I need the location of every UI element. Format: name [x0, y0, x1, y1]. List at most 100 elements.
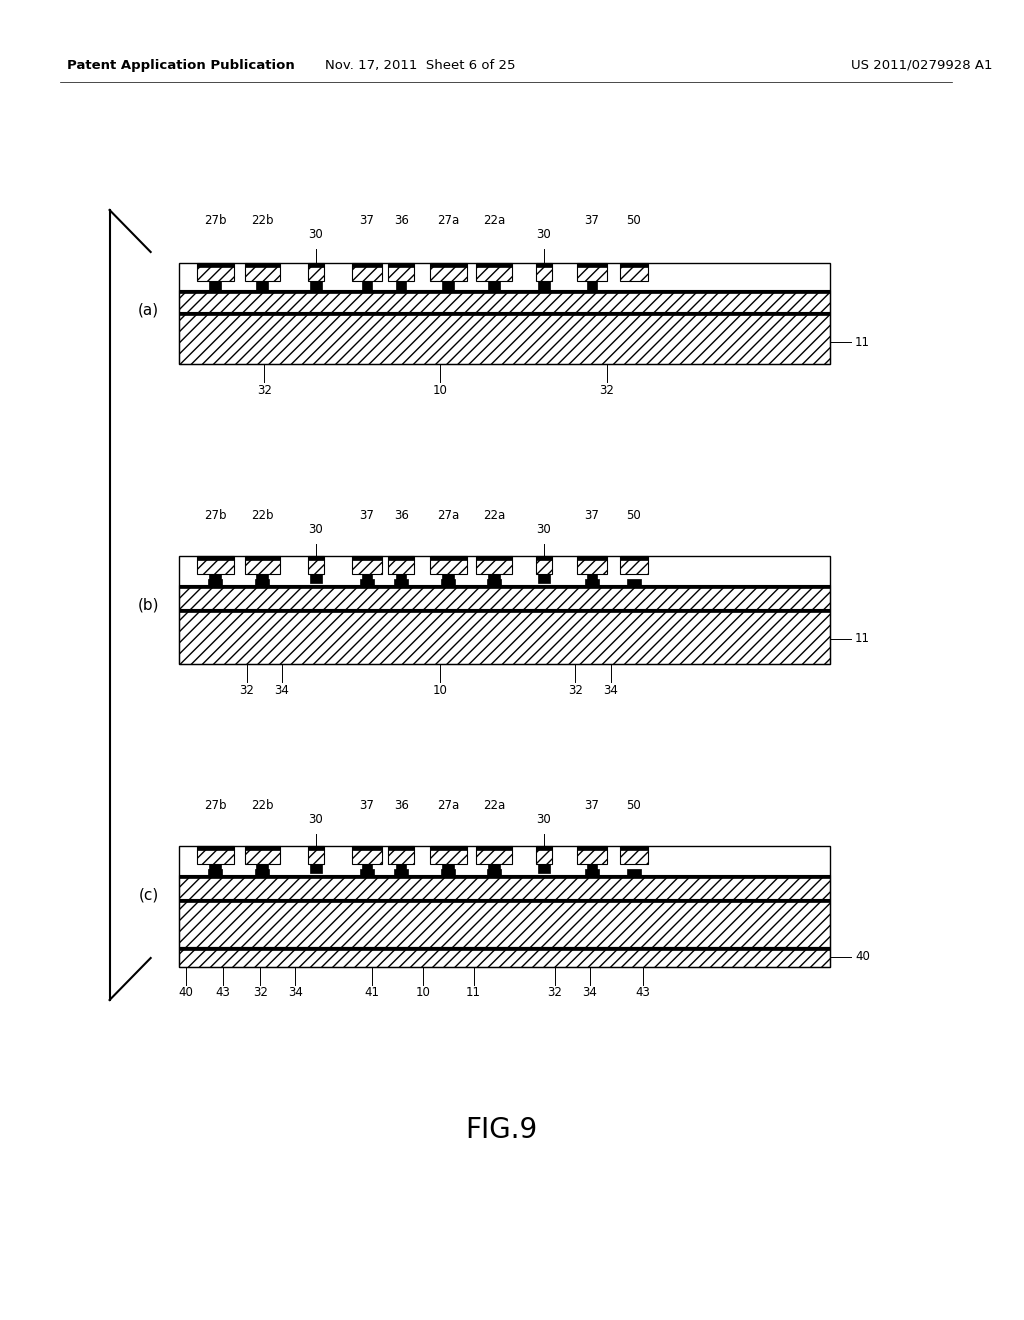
Text: 50: 50	[627, 799, 641, 812]
Bar	[179, 263, 829, 364]
Bar	[627, 579, 641, 585]
Bar	[245, 556, 280, 574]
Bar	[621, 263, 648, 281]
Bar	[245, 846, 280, 865]
Bar	[245, 263, 280, 267]
Bar	[538, 281, 550, 290]
Bar	[245, 846, 280, 850]
Bar	[429, 556, 467, 574]
Bar	[537, 263, 552, 281]
Bar	[476, 263, 512, 267]
Bar	[255, 579, 269, 585]
Text: 37: 37	[359, 214, 375, 227]
Text: 37: 37	[585, 510, 599, 521]
Bar	[388, 846, 414, 865]
Bar	[308, 556, 324, 560]
Bar	[245, 263, 280, 281]
Bar	[179, 290, 829, 312]
Text: 37: 37	[359, 799, 375, 812]
Bar	[179, 899, 829, 902]
Bar	[352, 846, 382, 850]
Bar	[488, 865, 500, 873]
Bar	[179, 899, 829, 946]
Bar	[587, 865, 597, 873]
Bar	[179, 290, 829, 293]
Bar	[627, 869, 641, 875]
Bar	[308, 263, 324, 281]
Bar	[209, 865, 221, 873]
Bar	[537, 556, 552, 574]
Text: (b): (b)	[138, 598, 160, 612]
Bar	[476, 556, 512, 560]
Bar	[308, 263, 324, 267]
Text: 32: 32	[253, 986, 267, 999]
Bar	[255, 869, 269, 875]
Bar	[578, 556, 606, 574]
Text: 32: 32	[599, 384, 614, 396]
Bar	[621, 263, 648, 267]
Bar	[578, 263, 606, 281]
Bar	[587, 281, 597, 290]
Bar	[587, 574, 597, 583]
Bar	[197, 263, 233, 281]
Text: 36: 36	[393, 214, 409, 227]
Bar	[308, 846, 324, 850]
Text: 30: 30	[308, 228, 324, 242]
Bar	[209, 281, 221, 290]
Text: Nov. 17, 2011  Sheet 6 of 25: Nov. 17, 2011 Sheet 6 of 25	[326, 58, 516, 71]
Bar	[388, 846, 414, 850]
Bar	[352, 263, 382, 267]
Bar	[538, 574, 550, 583]
Bar	[197, 556, 233, 574]
Bar	[179, 946, 829, 968]
Bar	[578, 846, 606, 850]
Bar	[360, 869, 374, 875]
Bar	[621, 846, 648, 850]
Text: 37: 37	[585, 799, 599, 812]
Text: 50: 50	[627, 214, 641, 227]
Bar	[429, 556, 467, 560]
Bar	[621, 556, 648, 560]
Text: 32: 32	[547, 986, 562, 999]
Text: 32: 32	[568, 684, 583, 697]
Text: FIG.9: FIG.9	[465, 1115, 537, 1144]
Bar	[487, 579, 501, 585]
Bar	[310, 574, 322, 583]
Bar	[362, 281, 372, 290]
Text: 37: 37	[585, 214, 599, 227]
Bar	[394, 869, 408, 875]
Text: 32: 32	[257, 384, 271, 396]
Bar	[388, 556, 414, 560]
Text: 27b: 27b	[204, 510, 226, 521]
Text: 34: 34	[603, 684, 617, 697]
Text: (a): (a)	[138, 302, 160, 318]
Bar	[362, 865, 372, 873]
Bar	[209, 869, 222, 875]
Text: 10: 10	[415, 986, 430, 999]
Text: 10: 10	[433, 684, 447, 697]
Text: 11: 11	[855, 335, 870, 348]
Bar	[578, 263, 606, 267]
Bar	[476, 846, 512, 850]
Text: 22b: 22b	[251, 214, 273, 227]
Bar	[429, 846, 467, 850]
Bar	[179, 609, 829, 664]
Bar	[538, 865, 550, 873]
Bar	[179, 875, 829, 899]
Bar	[197, 846, 233, 865]
Bar	[388, 556, 414, 574]
Text: 22a: 22a	[483, 510, 505, 521]
Bar	[537, 263, 552, 267]
Bar	[179, 875, 829, 878]
Bar	[429, 263, 467, 267]
Bar	[429, 846, 467, 865]
Text: Patent Application Publication: Patent Application Publication	[67, 58, 294, 71]
Bar	[308, 846, 324, 865]
Bar	[476, 556, 512, 574]
Text: 40: 40	[178, 986, 194, 999]
Bar	[179, 312, 829, 364]
Text: 32: 32	[240, 684, 254, 697]
Bar	[537, 846, 552, 850]
Text: 22a: 22a	[483, 214, 505, 227]
Text: 22b: 22b	[251, 510, 273, 521]
